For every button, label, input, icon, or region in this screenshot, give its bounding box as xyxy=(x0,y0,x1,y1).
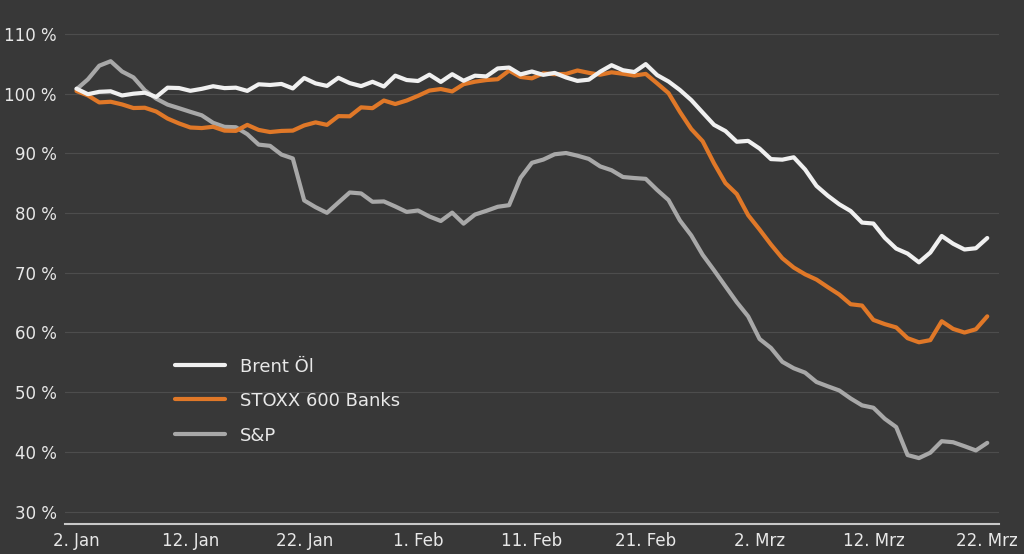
Line: S&P: S&P xyxy=(77,64,987,263)
Brent Öl xyxy=(912,455,925,461)
Brent Öl xyxy=(71,86,83,93)
Brent Öl xyxy=(651,187,664,193)
Brent Öl xyxy=(981,439,993,446)
STOXX 600 Banks xyxy=(912,339,925,346)
S&P xyxy=(901,250,913,257)
Line: Brent Öl: Brent Öl xyxy=(77,61,987,458)
STOXX 600 Banks xyxy=(754,226,766,233)
STOXX 600 Banks xyxy=(901,335,913,341)
Brent Öl xyxy=(901,452,913,458)
S&P xyxy=(754,145,766,152)
STOXX 600 Banks xyxy=(821,284,834,290)
Brent Öl xyxy=(821,383,834,389)
S&P xyxy=(651,72,664,79)
S&P xyxy=(981,235,993,242)
STOXX 600 Banks xyxy=(583,69,595,76)
STOXX 600 Banks xyxy=(571,67,584,74)
S&P xyxy=(71,85,83,92)
S&P xyxy=(571,78,584,84)
S&P xyxy=(821,192,834,199)
STOXX 600 Banks xyxy=(71,88,83,94)
STOXX 600 Banks xyxy=(867,316,880,323)
S&P xyxy=(867,220,880,227)
Brent Öl xyxy=(867,404,880,411)
Brent Öl xyxy=(583,156,595,162)
STOXX 600 Banks xyxy=(651,80,664,86)
Legend: Brent Öl, STOXX 600 Banks, S&P: Brent Öl, STOXX 600 Banks, S&P xyxy=(168,351,408,452)
Brent Öl xyxy=(104,58,117,64)
S&P xyxy=(912,259,925,266)
STOXX 600 Banks xyxy=(981,313,993,320)
Line: STOXX 600 Banks: STOXX 600 Banks xyxy=(77,70,987,342)
Brent Öl xyxy=(754,336,766,342)
S&P xyxy=(640,61,652,68)
